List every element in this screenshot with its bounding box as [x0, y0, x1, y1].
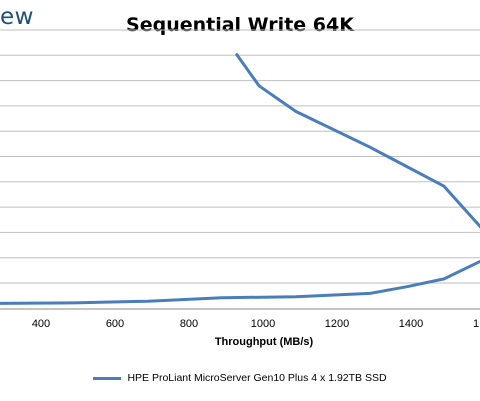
- legend-label: HPE ProLiant MicroServer Gen10 Plus 4 x …: [127, 372, 387, 384]
- legend: HPE ProLiant MicroServer Gen10 Plus 4 x …: [0, 372, 480, 384]
- x-tick-label: 400: [32, 318, 50, 330]
- x-tick-label: 1400: [399, 318, 423, 330]
- x-tick-label: 1: [473, 318, 479, 330]
- x-axis-label: Throughput (MB/s): [214, 336, 314, 348]
- x-tick-labels: 400 600 800 1000 1200 1400 1: [32, 318, 479, 330]
- x-tick-label: 1000: [251, 318, 275, 330]
- legend-swatch: [93, 376, 122, 380]
- gridlines: [0, 29, 480, 310]
- series-line: [0, 53, 480, 305]
- x-tick-label: 1200: [325, 318, 349, 330]
- x-tick-label: 600: [106, 318, 124, 330]
- series-layer: [0, 53, 480, 305]
- brand-logo-fragment: ew: [0, 4, 34, 30]
- x-tick-label: 800: [180, 318, 198, 330]
